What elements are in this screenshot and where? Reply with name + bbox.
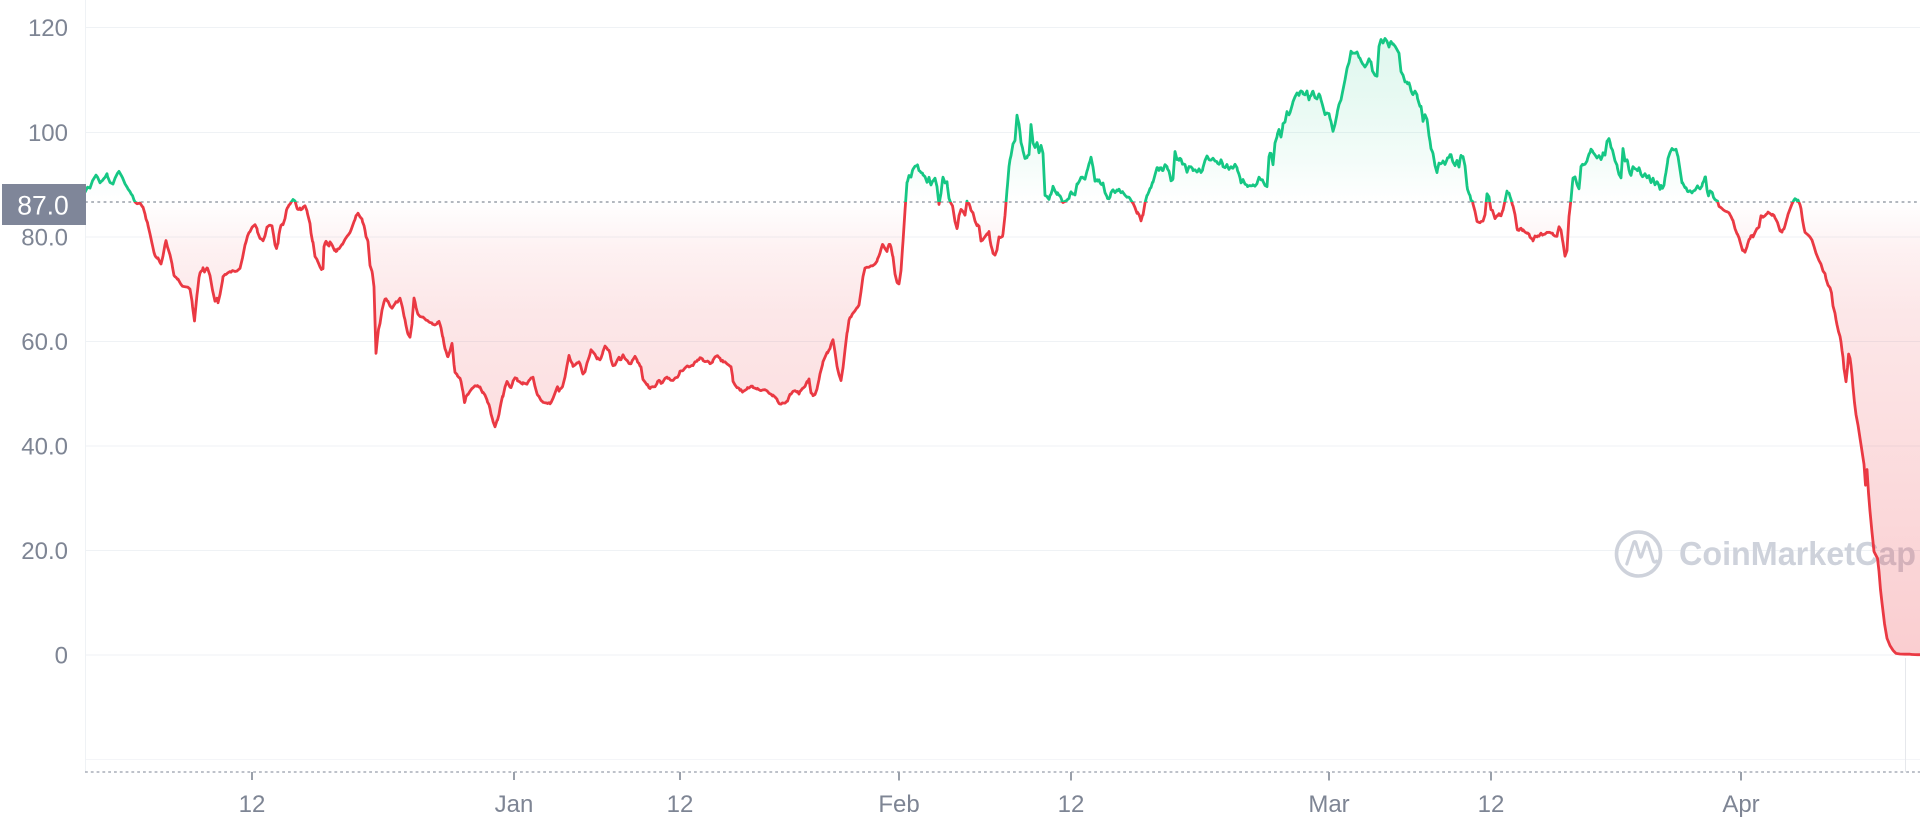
svg-text:0: 0 (55, 643, 68, 670)
svg-text:12: 12 (1478, 791, 1505, 818)
svg-text:12: 12 (239, 791, 266, 818)
svg-text:60.0: 60.0 (21, 329, 68, 356)
svg-text:20.0: 20.0 (21, 538, 68, 565)
svg-text:12: 12 (667, 791, 694, 818)
svg-text:120: 120 (28, 15, 68, 42)
svg-text:12: 12 (1058, 791, 1085, 818)
svg-text:40.0: 40.0 (21, 434, 68, 461)
svg-text:80.0: 80.0 (21, 225, 68, 252)
svg-text:Apr: Apr (1722, 791, 1759, 818)
svg-text:Jan: Jan (495, 791, 534, 818)
svg-text:Mar: Mar (1308, 791, 1349, 818)
svg-text:100: 100 (28, 120, 68, 147)
svg-text:87.0: 87.0 (17, 191, 69, 221)
svg-text:Feb: Feb (878, 791, 919, 818)
